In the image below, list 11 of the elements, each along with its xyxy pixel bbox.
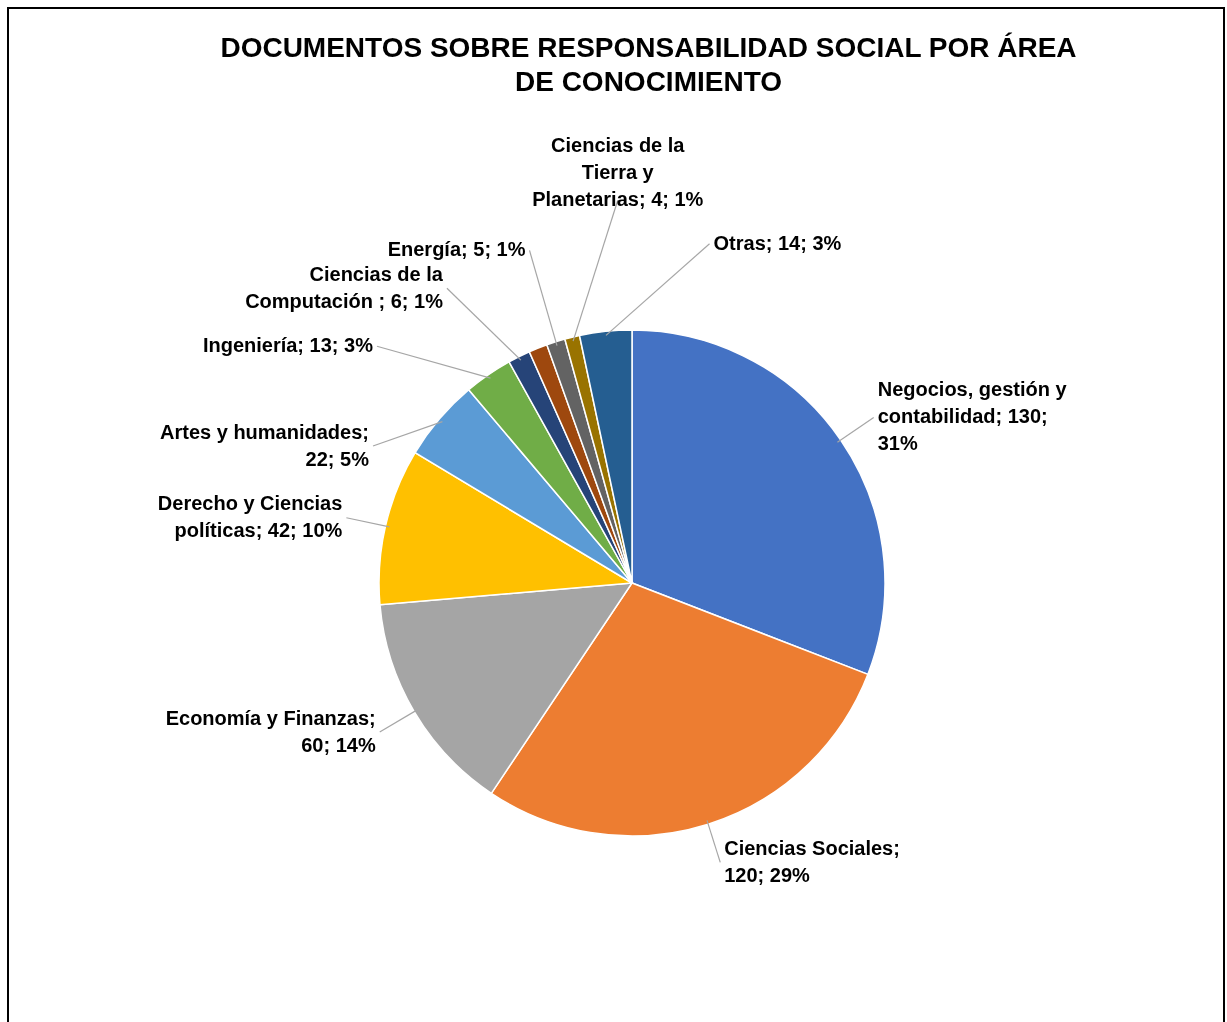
slice-label: Artes y humanidades; 22; 5% — [160, 420, 370, 470]
slice-label: Energía; 5; 1% — [387, 238, 526, 261]
slice-label: Otras; 14; 3% — [713, 231, 842, 254]
chart-title: DOCUMENTOS SOBRE RESPONSABILIDAD SOCIAL POR ÁREA DE CONOCIMIENTO — [220, 32, 1077, 97]
slice-label: Ciencias de la Tierra y Planetarias; 4; 1% — [532, 134, 704, 211]
slice-label: Ingeniería; 13; 3% — [202, 334, 374, 357]
slice-label: Derecho y Ciencias políticas; 42; 10% — [157, 492, 343, 542]
slice-label: Economía y Finanzas; 60; 14% — [165, 706, 376, 756]
slice-label: Ciencias de la Computación ; 6; 1% — [245, 262, 444, 312]
slice-label: Ciencias Sociales; 120; 29% — [724, 836, 900, 886]
slice-label: Negocios, gestión y contabilidad; 130; 31% — [877, 378, 1068, 455]
